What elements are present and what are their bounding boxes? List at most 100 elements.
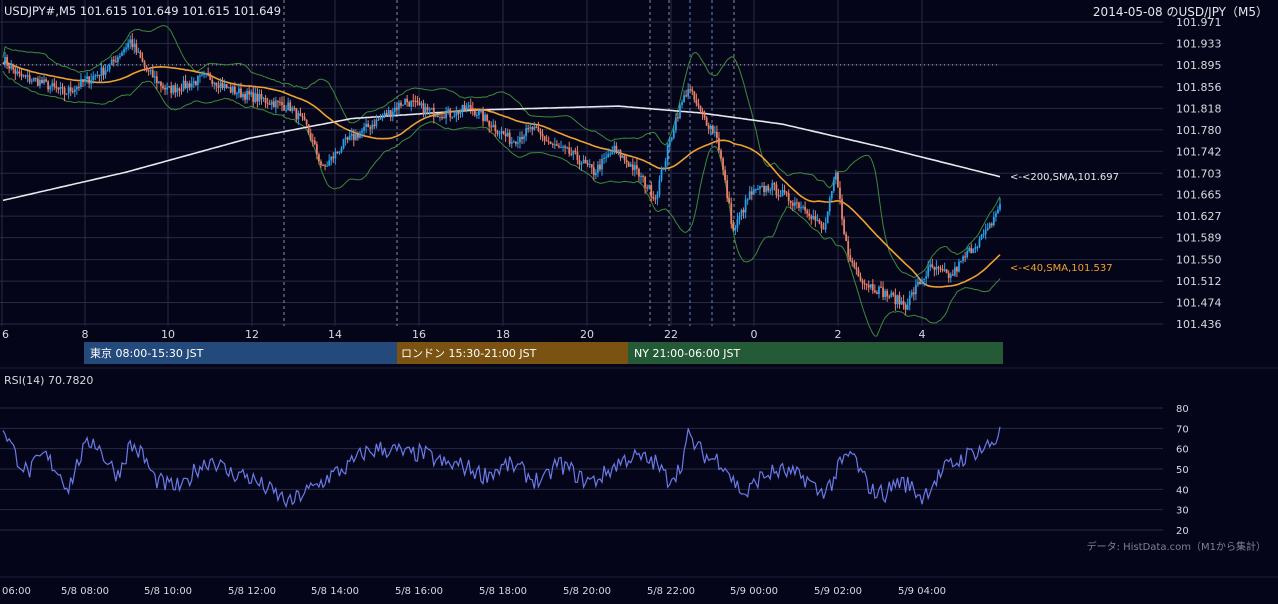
candle-down	[804, 206, 807, 211]
candle-down	[726, 180, 729, 199]
candle-up	[246, 91, 249, 100]
candle-down	[408, 102, 411, 107]
candle-up	[340, 148, 343, 153]
candle-down	[504, 133, 507, 137]
candle-down	[463, 104, 466, 111]
candle-up	[679, 105, 681, 119]
rsi-grid	[0, 407, 1163, 531]
candle-down	[102, 67, 105, 75]
candle-down	[88, 76, 91, 84]
candle-down	[787, 192, 790, 201]
candle-down	[699, 105, 702, 111]
candle-down	[400, 102, 402, 106]
candle-up	[674, 117, 677, 131]
candle-down	[508, 132, 511, 144]
candle-up	[108, 64, 111, 70]
candle-down	[570, 153, 573, 155]
candle-down	[615, 145, 618, 151]
time-tick-label: 5/8 22:00	[647, 586, 695, 597]
candle-down	[693, 91, 696, 100]
candle-down	[324, 165, 326, 167]
candle-up	[459, 111, 462, 114]
time-tick-label: 5/8 20:00	[563, 586, 611, 597]
candle-up	[192, 81, 195, 84]
candle-up	[925, 276, 928, 279]
rsi-tick-label: 60	[1176, 445, 1189, 456]
candle-up	[525, 128, 528, 137]
candle-down	[732, 223, 735, 230]
candle-up	[149, 70, 152, 72]
candle-up	[800, 207, 802, 209]
candle-up	[227, 87, 230, 89]
candle-up	[914, 284, 917, 295]
candle-down	[131, 39, 134, 48]
candle-up	[258, 94, 261, 102]
candle-down	[707, 125, 710, 129]
candle-up	[769, 190, 772, 192]
candle-up	[664, 160, 667, 170]
candle-up	[213, 82, 216, 84]
price-tick-label: 101.818	[1176, 102, 1222, 115]
candle-up	[582, 159, 585, 164]
candle-down	[933, 267, 936, 270]
candle-down	[114, 61, 117, 63]
candle-down	[777, 195, 780, 197]
candle-down	[586, 163, 589, 165]
candle-down	[867, 284, 870, 288]
candle-down	[233, 86, 236, 94]
candle-up	[500, 131, 503, 134]
candle-up	[51, 83, 54, 87]
candle-down	[315, 144, 318, 155]
candle-down	[775, 184, 778, 196]
candle-up	[96, 74, 99, 76]
candle-up	[656, 194, 659, 199]
candle-up	[350, 134, 353, 136]
candle-up	[519, 137, 521, 143]
candle-down	[406, 98, 409, 103]
candle-down	[496, 130, 499, 134]
candle-down	[545, 140, 548, 142]
candle-up	[22, 75, 25, 77]
candle-down	[14, 69, 17, 74]
candle-down	[716, 131, 718, 138]
candle-up	[219, 82, 222, 88]
candle-down	[469, 105, 472, 109]
candle-down	[145, 66, 148, 71]
candle-up	[869, 284, 872, 288]
candle-down	[437, 116, 439, 118]
sma200-line	[2, 105, 1001, 202]
candle-up	[771, 183, 774, 191]
candle-down	[482, 110, 484, 121]
candle-down	[798, 202, 800, 208]
candle-up	[359, 132, 361, 138]
candle-down	[644, 176, 647, 188]
candle-up	[910, 292, 913, 296]
candle-up	[410, 100, 413, 107]
candle-down	[457, 110, 460, 114]
candle-down	[416, 100, 419, 102]
price-tick-label: 101.703	[1176, 167, 1222, 180]
candle-up	[203, 73, 205, 75]
candle-down	[276, 100, 279, 102]
candle-down	[945, 269, 948, 273]
candle-down	[98, 74, 101, 76]
candle-up	[127, 42, 130, 48]
candle-up	[978, 239, 981, 247]
candle-down	[898, 295, 901, 305]
candle-up	[802, 206, 804, 208]
candle-down	[750, 191, 753, 195]
candle-up	[921, 279, 923, 285]
candle-up	[512, 141, 515, 143]
candle-up	[834, 172, 837, 180]
candle-down	[471, 108, 474, 110]
candle-down	[564, 146, 566, 148]
candle-up	[793, 202, 796, 206]
candle-up	[199, 75, 201, 77]
candle-down	[720, 150, 722, 159]
candle-down	[742, 209, 745, 213]
time-tick-label: 5/9 04:00	[898, 586, 946, 597]
candle-down	[843, 219, 845, 234]
candle-up	[553, 144, 556, 146]
candle-up	[10, 65, 13, 69]
